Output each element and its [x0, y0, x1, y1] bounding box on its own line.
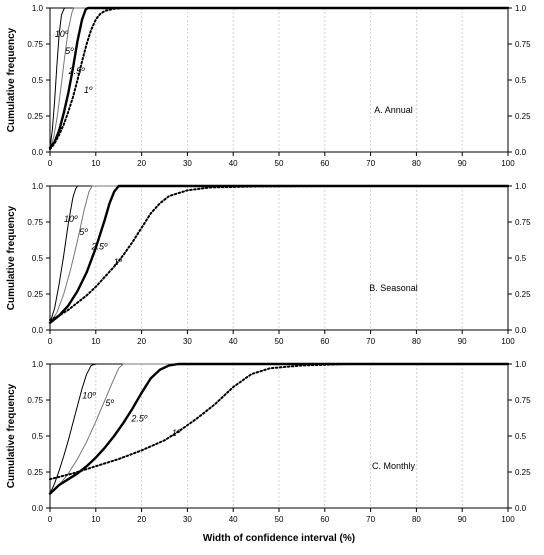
chart-panel-1: 0.0 0.0 0.25 0.25 0.5 0.5 0.75 0.75 1.0 1.0 0 10 20 3…	[6, 4, 531, 168]
x-tick-label: 80	[412, 159, 421, 168]
series-line-1	[49, 363, 509, 495]
y-tick-label-left: 0.5	[32, 254, 44, 263]
y-tick-label-right: 0.5	[515, 76, 527, 85]
x-tick-label: 90	[458, 159, 467, 168]
x-tick-label: 60	[320, 159, 329, 168]
series-line-0	[49, 7, 509, 149]
y-tick-label-left: 0.75	[27, 218, 43, 227]
y-tick-label-right: 0.0	[515, 148, 527, 157]
y-tick-label-right: 1.0	[515, 4, 527, 13]
x-tick-label: 50	[275, 337, 284, 346]
x-tick-label: 80	[412, 337, 421, 346]
x-tick-label: 90	[458, 515, 467, 524]
y-tick-label-right: 0.25	[515, 468, 531, 477]
y-tick-label-left: 0.25	[27, 112, 43, 121]
y-axis-label: Cumulative frequency	[6, 205, 17, 310]
x-tick-label: 10	[91, 337, 100, 346]
x-tick-label: 10	[91, 159, 100, 168]
series-label: 2.5º	[130, 414, 148, 424]
x-tick-label: 50	[275, 515, 284, 524]
series-line-2	[48, 362, 510, 495]
x-tick-label: 80	[412, 515, 421, 524]
y-tick-label-left: 1.0	[32, 4, 44, 13]
y-tick-label-left: 0.25	[27, 468, 43, 477]
x-tick-label: 40	[229, 337, 238, 346]
panel-label: C. Monthly	[372, 461, 416, 471]
y-tick-label-right: 0.25	[515, 290, 531, 299]
series-label: 1º	[172, 428, 181, 438]
y-axis-label: Cumulative frequency	[6, 27, 17, 132]
series-label: 10º	[82, 391, 96, 401]
x-tick-label: 60	[320, 515, 329, 524]
y-tick-label-left: 0.75	[27, 40, 43, 49]
y-tick-label-left: 0.0	[32, 504, 44, 513]
x-tick-label: 20	[137, 159, 146, 168]
x-tick-label: 100	[501, 515, 515, 524]
y-tick-label-right: 0.0	[515, 326, 527, 335]
x-tick-label: 20	[137, 515, 146, 524]
y-tick-label-left: 0.25	[27, 290, 43, 299]
x-tick-label: 90	[458, 337, 467, 346]
series-line-3	[49, 363, 509, 481]
x-tick-label: 40	[229, 159, 238, 168]
series-line-2	[48, 184, 510, 324]
series-label: 10º	[64, 214, 78, 224]
chart-panel-3: 0.0 0.0 0.25 0.25 0.5 0.5 0.75 0.75 1.0 1.0 0 10 20 3…	[6, 360, 531, 524]
x-tick-label: 10	[91, 515, 100, 524]
y-tick-label-right: 0.75	[515, 396, 531, 405]
series-label: 1º	[114, 257, 123, 267]
series-line-1	[49, 7, 509, 149]
x-tick-label: 70	[366, 337, 375, 346]
series-label: 5º	[79, 227, 88, 237]
y-tick-label-left: 0.0	[32, 148, 44, 157]
y-tick-label-right: 0.0	[515, 504, 527, 513]
series-line-1	[49, 185, 509, 324]
x-tick-label: 40	[229, 515, 238, 524]
y-tick-label-right: 0.5	[515, 432, 527, 441]
x-tick-label: 30	[183, 159, 192, 168]
y-tick-label-left: 0.0	[32, 326, 44, 335]
y-tick-label-right: 0.5	[515, 254, 527, 263]
series-label: 2.5º	[91, 241, 109, 251]
x-tick-label: 0	[48, 159, 53, 168]
x-tick-label: 0	[48, 337, 53, 346]
x-tick-label: 60	[320, 337, 329, 346]
panel-label: A. Annual	[374, 105, 413, 115]
x-axis-label: Width of confidence interval (%)	[203, 533, 355, 544]
x-tick-label: 100	[501, 337, 515, 346]
series-label: 5º	[105, 398, 114, 408]
x-tick-label: 30	[183, 515, 192, 524]
x-tick-label: 100	[501, 159, 515, 168]
y-tick-label-left: 1.0	[32, 182, 44, 191]
chart-panel-2: 0.0 0.0 0.25 0.25 0.5 0.5 0.75 0.75 1.0 1.0 0 10 20 3…	[6, 182, 531, 346]
y-axis-label: Cumulative frequency	[6, 383, 17, 488]
x-tick-label: 30	[183, 337, 192, 346]
x-tick-label: 70	[366, 515, 375, 524]
series-label: 1º	[84, 85, 93, 95]
y-tick-label-right: 0.75	[515, 218, 531, 227]
y-tick-label-left: 1.0	[32, 360, 44, 369]
y-tick-label-left: 0.5	[32, 76, 44, 85]
y-tick-label-right: 0.25	[515, 112, 531, 121]
x-tick-label: 50	[275, 159, 284, 168]
x-tick-label: 20	[137, 337, 146, 346]
series-line-3	[49, 7, 509, 151]
series-line-0	[49, 185, 509, 324]
y-tick-label-right: 0.75	[515, 40, 531, 49]
series-line-3	[49, 185, 509, 321]
x-tick-label: 0	[48, 515, 53, 524]
series-line-0	[49, 363, 509, 495]
panel-label: B. Seasonal	[369, 283, 418, 293]
y-tick-label-left: 0.5	[32, 432, 44, 441]
y-tick-label-right: 1.0	[515, 182, 527, 191]
series-label: 10º	[55, 29, 69, 39]
y-tick-label-right: 1.0	[515, 360, 527, 369]
y-tick-label-left: 0.75	[27, 396, 43, 405]
x-tick-label: 70	[366, 159, 375, 168]
series-label: 2.5º	[68, 66, 86, 76]
series-label: 5º	[65, 46, 74, 56]
series-line-2	[48, 6, 510, 149]
